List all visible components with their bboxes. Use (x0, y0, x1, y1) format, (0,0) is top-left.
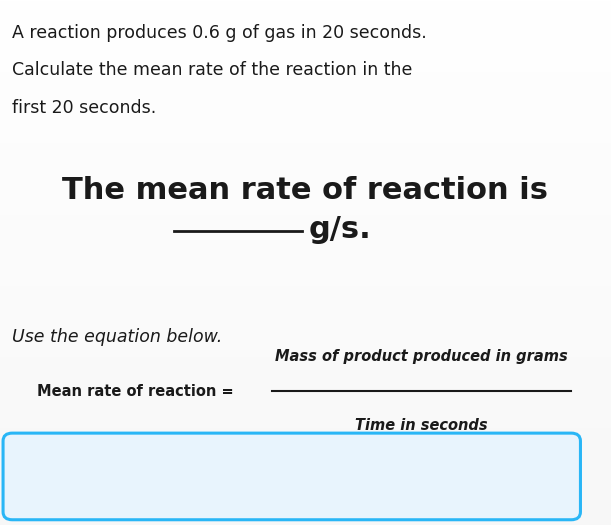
FancyBboxPatch shape (3, 433, 580, 520)
Text: Use the equation below.: Use the equation below. (12, 328, 222, 346)
Text: A reaction produces 0.6 g of gas in 20 seconds.: A reaction produces 0.6 g of gas in 20 s… (12, 24, 427, 41)
Text: g/s.: g/s. (309, 215, 371, 244)
Text: Time in seconds: Time in seconds (355, 418, 488, 433)
Text: Calculate the mean rate of the reaction in the: Calculate the mean rate of the reaction … (12, 61, 412, 79)
Text: first 20 seconds.: first 20 seconds. (12, 99, 156, 117)
Text: Mass of product produced in grams: Mass of product produced in grams (275, 350, 568, 364)
Text: The mean rate of reaction is: The mean rate of reaction is (62, 176, 549, 205)
Text: Mean rate of reaction =: Mean rate of reaction = (37, 384, 233, 398)
